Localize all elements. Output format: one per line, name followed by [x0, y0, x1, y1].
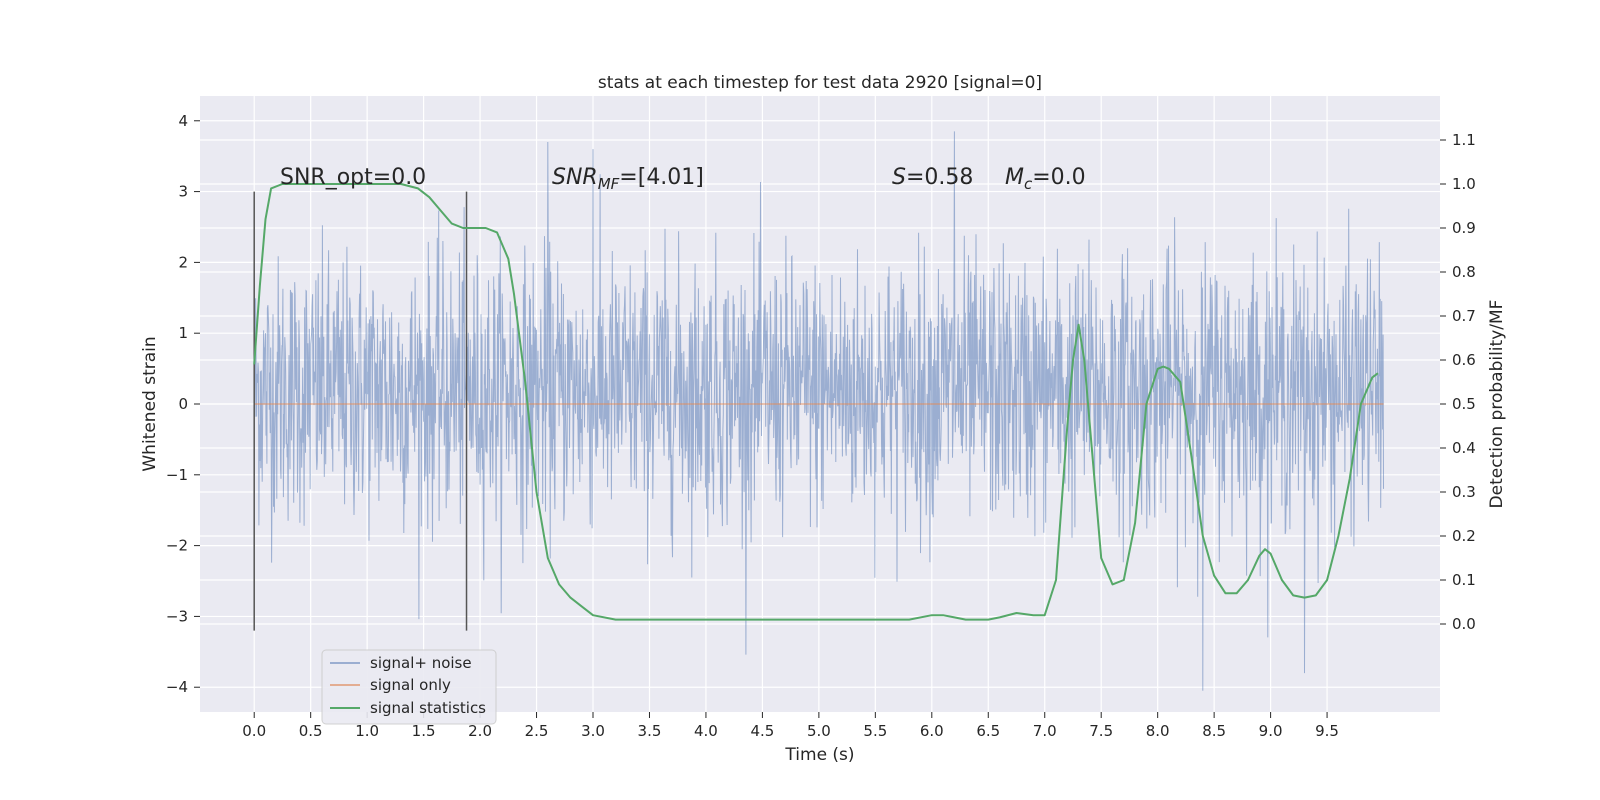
y-axis-ticks: −4 −3 −2 −1 0 1 2 3 4	[166, 112, 200, 696]
y2-tick-label-2: 0.2	[1452, 527, 1476, 545]
x-tick-label-17: 8.5	[1202, 722, 1226, 740]
legend-box	[321, 649, 497, 725]
annotation-snr-opt: SNR_opt=0.0	[280, 165, 426, 190]
x-tick-label-1: 0.5	[299, 722, 323, 740]
annotations: SNR_opt=0.0 SNRMF=[4.01] S=0.58 Mc=0.0	[280, 165, 1086, 193]
annotation-snr-mf-value: =[4.01]	[619, 165, 704, 190]
y2-tick-label-3: 0.3	[1452, 483, 1476, 501]
y2-tick-label-7: 0.7	[1452, 307, 1476, 325]
y2-tick-label-4: 0.4	[1452, 439, 1476, 457]
x-tick-label-5: 2.5	[525, 722, 549, 740]
annotation-snr-mf: SNRMF=[4.01]	[552, 165, 704, 193]
annotation-chirp-mass-base: M	[1005, 165, 1024, 190]
x-tick-label-14: 7.0	[1033, 722, 1057, 740]
signal-noise-line	[253, 131, 1384, 691]
annotation-snr-mf-base: SNR	[552, 165, 598, 190]
annotation-stat-base: S	[892, 165, 906, 190]
y2-axis-ticks: 0.0 0.1 0.2 0.3 0.4 0.5 0.6 0.7 0.8 0.9 1.0 1.1	[1440, 131, 1476, 633]
y2-tick-label-9: 0.9	[1452, 219, 1476, 237]
annotation-chirp-mass-sub: c	[1024, 175, 1033, 193]
x-tick-label-11: 5.5	[863, 722, 887, 740]
x-axis-ticks: 0.0 0.5 1.0 1.5 2.0 2.5 3.0 3.5 4.0 4.5 5.0 5.5 6.0 6…	[242, 712, 1339, 740]
y-tick-label-5: 1	[178, 324, 188, 342]
y2-tick-label-8: 0.8	[1452, 263, 1476, 281]
y2-tick-label-10: 1.0	[1452, 175, 1476, 193]
x-axis-label: Time (s)	[784, 745, 854, 765]
annotation-chirp-mass-value: =0.0	[1032, 165, 1085, 190]
y2-tick-label-1: 0.1	[1452, 571, 1476, 589]
x-tick-label-4: 2.0	[468, 722, 492, 740]
y2-tick-label-0: 0.0	[1452, 615, 1476, 633]
annotation-stat-value: =0.58	[906, 165, 973, 190]
series-signal-statistics	[253, 183, 1379, 621]
chart-title: stats at each timestep for test data 292…	[598, 73, 1042, 93]
y2-axis-label: Detection probability/MF	[1487, 300, 1507, 509]
x-tick-label-10: 5.0	[807, 722, 831, 740]
x-tick-label-13: 6.5	[976, 722, 1000, 740]
y-tick-label-4: 0	[178, 395, 188, 413]
y-tick-label-6: 2	[178, 253, 188, 271]
x-tick-label-2: 1.0	[355, 722, 379, 740]
y-tick-label-3: −1	[166, 466, 188, 484]
x-tick-label-7: 3.5	[638, 722, 662, 740]
x-tick-label-8: 4.0	[694, 722, 718, 740]
y-tick-label-2: −2	[166, 537, 188, 555]
legend-label-signal-statistics: signal statistics	[370, 699, 486, 717]
x-tick-label-12: 6.0	[920, 722, 944, 740]
y2-tick-label-5: 0.5	[1452, 395, 1476, 413]
x-tick-label-0: 0.0	[242, 722, 266, 740]
signal-statistics-line	[253, 183, 1379, 621]
y-tick-label-8: 4	[178, 112, 188, 130]
x-tick-label-3: 1.5	[412, 722, 436, 740]
y-tick-label-7: 3	[178, 183, 188, 201]
annotation-snr-mf-sub: MF	[598, 175, 620, 193]
y2-tick-label-6: 0.6	[1452, 351, 1476, 369]
legend-label-signal-only: signal only	[370, 676, 451, 694]
x-tick-label-15: 7.5	[1089, 722, 1113, 740]
annotation-stat: S=0.58	[892, 165, 973, 190]
marker-vlines	[253, 191, 468, 631]
x-tick-label-6: 3.0	[581, 722, 605, 740]
x-tick-label-19: 9.5	[1315, 722, 1339, 740]
y-axis-label: Whitened strain	[140, 336, 160, 471]
x-tick-label-16: 8.0	[1146, 722, 1170, 740]
annotation-chirp-mass: Mc=0.0	[1005, 165, 1086, 193]
series-signal-noise	[253, 131, 1384, 691]
y-tick-label-0: −4	[166, 678, 188, 696]
legend: signal+ noise signal only signal statist…	[321, 649, 497, 725]
x-tick-label-18: 9.0	[1259, 722, 1283, 740]
x-tick-label-9: 4.5	[750, 722, 774, 740]
y2-tick-label-11: 1.1	[1452, 131, 1476, 149]
y-tick-label-1: −3	[166, 607, 188, 625]
legend-label-signal-noise: signal+ noise	[370, 654, 472, 672]
